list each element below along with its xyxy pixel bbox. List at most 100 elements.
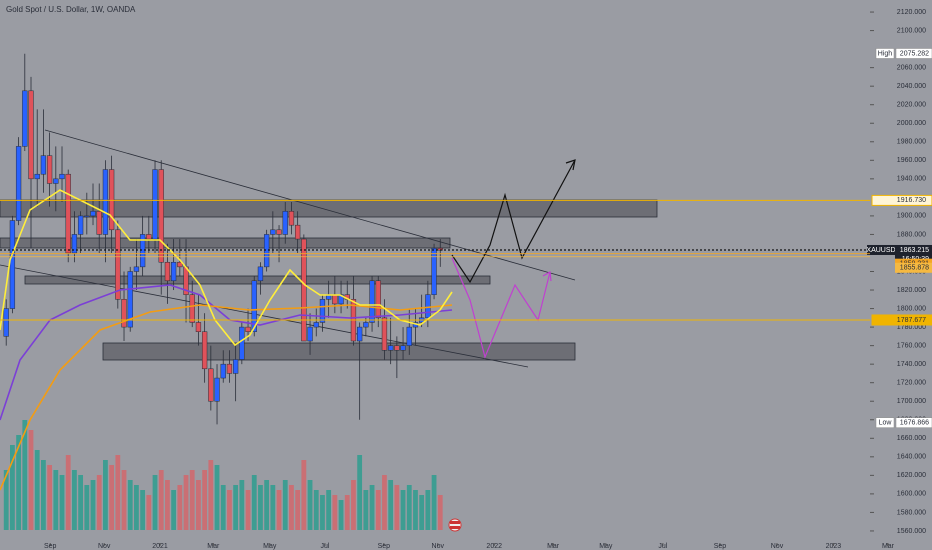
candle-body: [375, 280, 381, 319]
trend-line: [44, 129, 576, 281]
volume-bar: [90, 480, 96, 530]
volume-bar: [196, 480, 201, 530]
candle-body: [357, 326, 363, 342]
candle-body: [84, 215, 90, 218]
y-tick-label: 1980.000: [897, 139, 926, 146]
trend-line: [0, 264, 529, 368]
volume-bar: [202, 470, 208, 530]
candle-body: [276, 229, 282, 235]
volume-bar: [208, 460, 214, 530]
y-tick-label: 1760.000: [897, 342, 926, 349]
volume-bar: [251, 475, 257, 530]
candle-body: [288, 211, 295, 226]
candle-body: [59, 173, 65, 180]
x-tick-label: Mar: [207, 543, 220, 550]
x-tick-label: Nov: [771, 543, 784, 550]
candle-body: [369, 280, 375, 323]
volume-bar: [165, 480, 170, 530]
candle-body: [164, 261, 171, 282]
candle-body: [71, 234, 78, 254]
y-tick-label: 1720.000: [897, 380, 926, 387]
volume-bar: [47, 465, 53, 530]
arrow-head: [542, 271, 552, 282]
candles: [3, 53, 443, 530]
volume-bar: [140, 490, 146, 530]
extreme-badge: [875, 417, 895, 428]
level-label: 1916.730: [897, 197, 926, 204]
candle-body: [127, 271, 133, 328]
volume-bar: [189, 470, 195, 530]
candle-body: [152, 169, 158, 240]
extreme-badge: [895, 417, 932, 428]
x-tick-label: 2021: [152, 543, 168, 550]
x-tick-label: May: [599, 543, 613, 550]
y-tick-label: 1900.000: [897, 213, 926, 220]
arrow-head: [565, 159, 576, 171]
volume-bar: [233, 485, 239, 530]
extreme-label: 2075.282: [900, 50, 929, 57]
volume-bar: [34, 450, 40, 530]
candle-body: [177, 261, 183, 268]
candle-body: [139, 234, 146, 268]
y-tick-label: 2060.000: [897, 64, 926, 71]
candle-body: [239, 326, 245, 360]
symbol-label: XAUUSD: [866, 247, 895, 254]
trend-lines: [0, 129, 576, 368]
volume-bar: [158, 470, 164, 530]
candle-body: [263, 234, 270, 268]
volume-bar: [22, 420, 28, 530]
price-label: 1855.878: [900, 265, 929, 272]
volume-bar: [245, 490, 251, 530]
candle-body: [133, 266, 140, 272]
candle-body: [65, 173, 71, 254]
candle-body: [208, 368, 214, 402]
volume-bar: [41, 460, 46, 530]
x-tick-label: Jul: [658, 543, 667, 550]
x-tick-label: Nov: [432, 543, 445, 550]
volume-bar: [437, 495, 443, 530]
volume-bar: [338, 500, 344, 530]
candle-body: [394, 345, 400, 351]
y-tick-label: 1560.000: [897, 528, 926, 535]
volume-bar: [183, 475, 189, 530]
volume-bar: [3, 470, 9, 530]
volume-bar: [431, 475, 437, 530]
candle-body: [406, 326, 412, 346]
extreme-badge: [895, 48, 932, 59]
zone: [24, 275, 491, 285]
volume-bar: [28, 430, 34, 530]
candle-body: [146, 234, 152, 240]
volume-bar: [425, 490, 431, 530]
candle-body: [158, 169, 164, 263]
flag-icon: [448, 518, 462, 532]
x-tick-label: 2023: [826, 543, 842, 550]
candle-body: [425, 294, 431, 319]
y-tick-label: 1740.000: [897, 361, 926, 368]
candle-body: [195, 322, 202, 332]
candle-body: [294, 224, 301, 240]
y-tick-label: 1800.000: [897, 305, 926, 312]
extreme-label: 1676.866: [900, 420, 929, 427]
candle-body: [282, 211, 288, 235]
y-tick-label: 1640.000: [897, 454, 926, 461]
x-tick-label: Sep: [714, 543, 727, 550]
volume-bar: [220, 485, 226, 530]
candle-body: [96, 211, 102, 235]
x-tick-label: Sep: [378, 543, 391, 550]
y-tick-label: 2020.000: [897, 102, 926, 109]
candle-body: [319, 299, 326, 323]
x-tick-label: Mar: [882, 543, 895, 550]
candle-body: [22, 90, 28, 147]
candle-body: [77, 215, 84, 235]
y-tick-label: 1660.000: [897, 435, 926, 442]
volume-bar: [394, 485, 400, 530]
y-tick-label: 1580.000: [897, 509, 926, 516]
y-tick-label: 1600.000: [897, 491, 926, 498]
volume-bar: [84, 485, 90, 530]
extreme-name: Low: [879, 420, 893, 427]
volume-bar: [320, 495, 325, 530]
candle-body: [431, 248, 437, 295]
candle-body: [388, 345, 394, 351]
price-label: 1863.215: [900, 247, 929, 254]
